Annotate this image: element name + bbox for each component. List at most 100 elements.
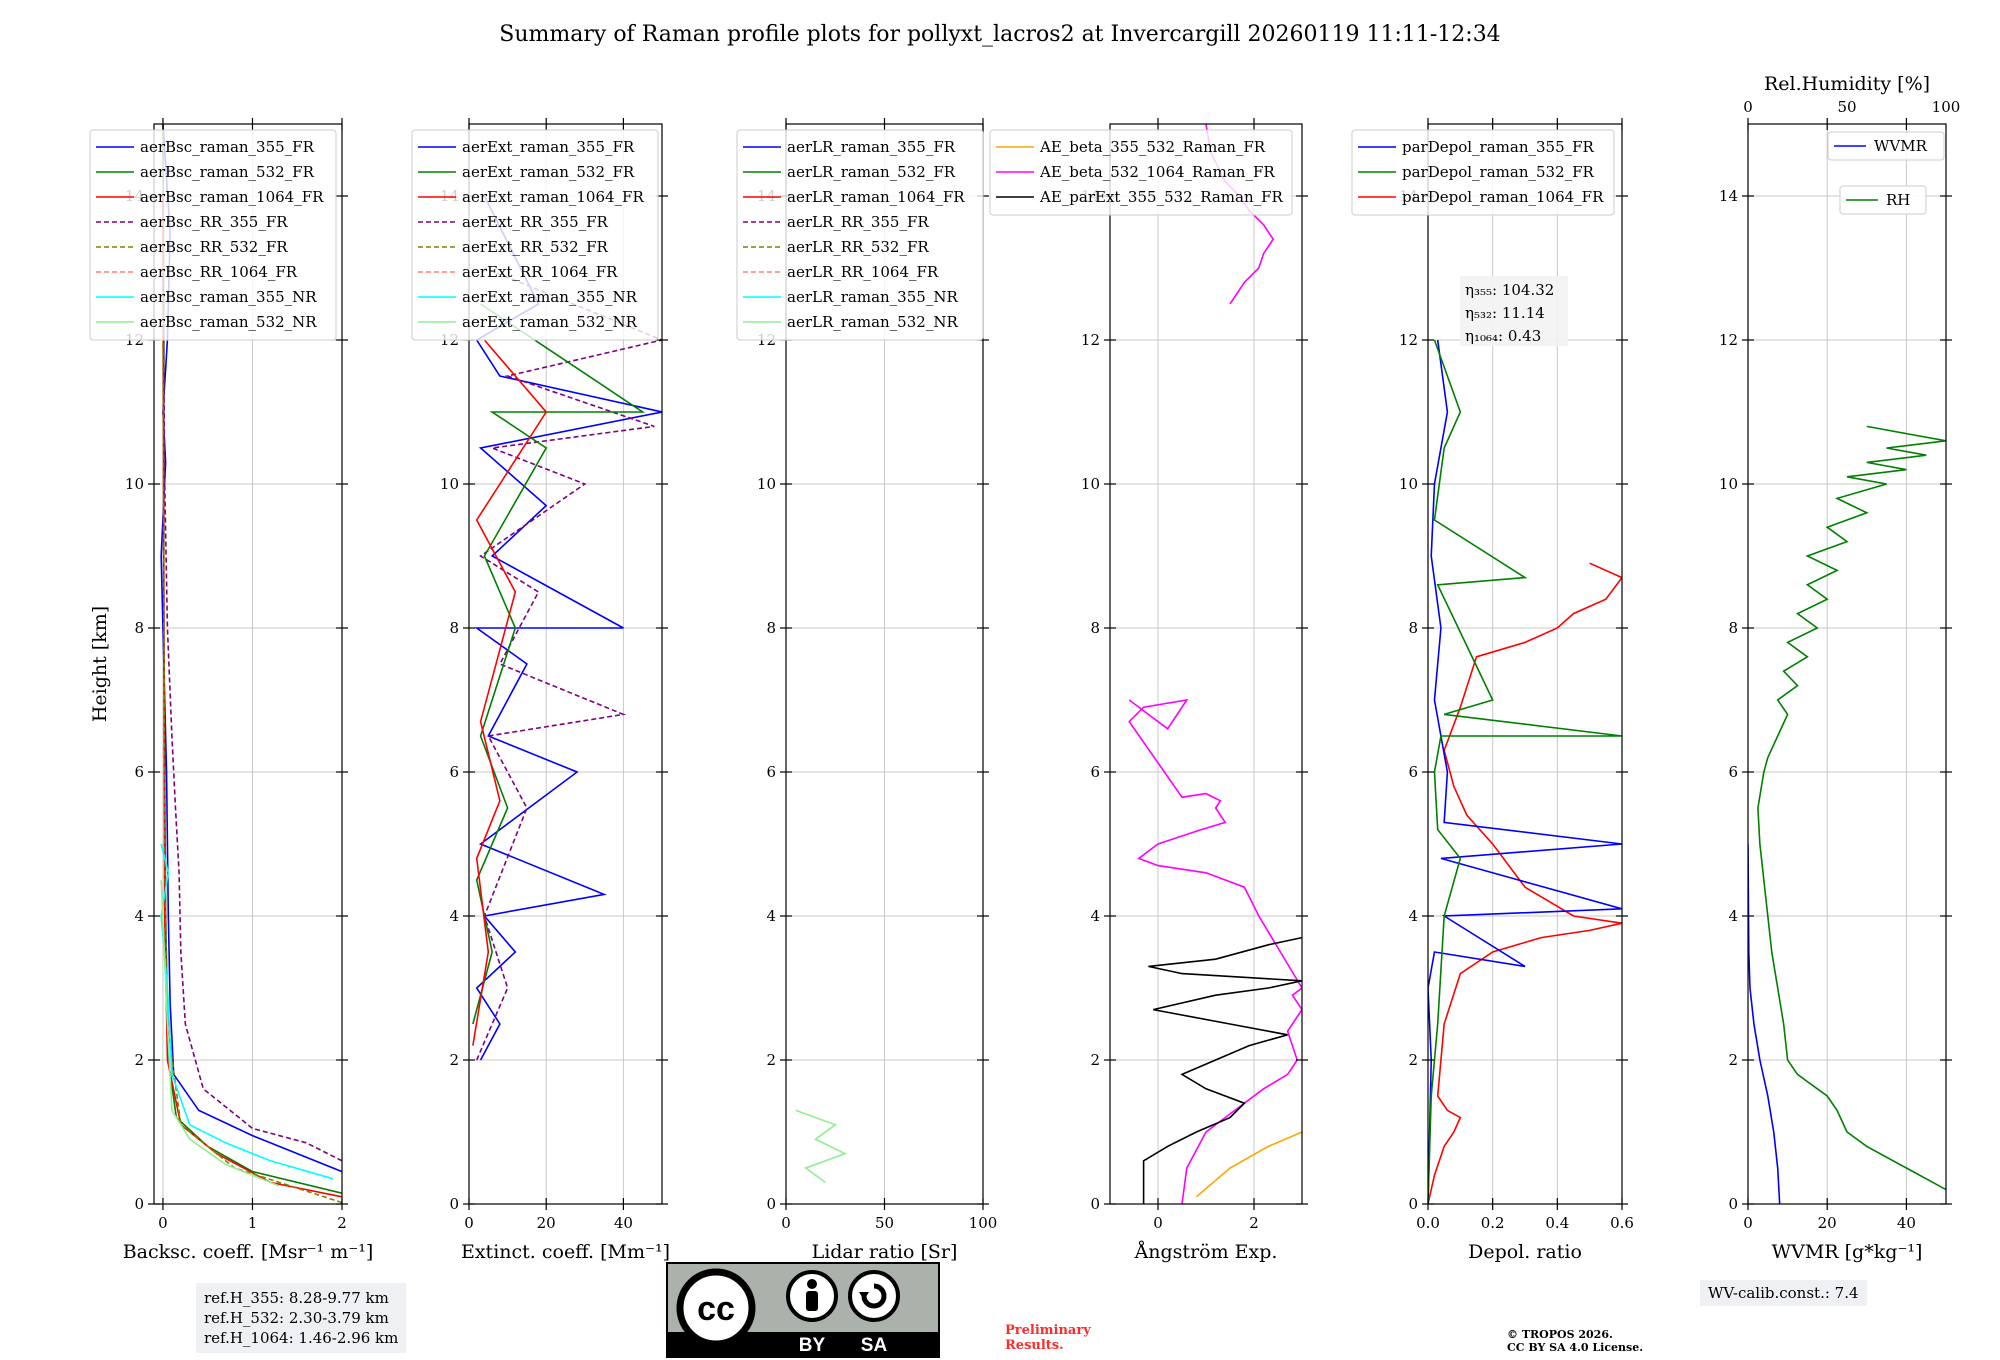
- axes-frame: [1427, 123, 1623, 1205]
- y-tick-label: 6: [1090, 763, 1100, 781]
- copyright-line-1: © TROPOS 2026.: [1507, 1328, 1613, 1341]
- axes-frame: [1109, 123, 1303, 1205]
- y-tick-label: 2: [766, 1051, 776, 1069]
- y-tick-label: 10: [1081, 475, 1100, 493]
- y-tick-label: 2: [1728, 1051, 1738, 1069]
- cc-icon: [676, 1268, 756, 1348]
- eta-annotation: η₅₃₂: 11.14: [1465, 304, 1545, 322]
- legend-label: parDepol_raman_355_FR: [1402, 138, 1595, 156]
- y-tick-label: 0: [449, 1195, 459, 1213]
- series-aerLR_raman_532_NR: [795, 1109, 848, 1184]
- cc-by-sa-badge: cc BY SA: [666, 1262, 940, 1358]
- series-group: [1128, 124, 1302, 1204]
- ref-height-355: ref.H_355: 8.28-9.77 km: [204, 1289, 389, 1307]
- x-tick-label: 100: [969, 1214, 998, 1232]
- top-x-axis-label: Rel.Humidity [%]: [1764, 73, 1930, 95]
- ref-height-532: ref.H_532: 2.30-3.79 km: [204, 1309, 389, 1327]
- y-tick-label: 6: [134, 763, 144, 781]
- series-group: [795, 1109, 848, 1184]
- x-axis-label: WVMR [g*kg⁻¹]: [1772, 1241, 1923, 1263]
- annotation-box: [1460, 276, 1568, 346]
- legend-label: AE_beta_355_532_Raman_FR: [1039, 138, 1266, 156]
- legend: aerLR_raman_355_FR aerLR_raman_532_FR aerL…: [736, 129, 984, 341]
- axes-frame: [153, 123, 343, 1205]
- legend-label: aerExt_RR_1064_FR: [462, 263, 618, 281]
- eta-annotation: η₁₀₆₄: 0.43: [1465, 327, 1541, 345]
- copyright-note: © TROPOS 2026. CC BY SA 4.0 License.: [1507, 1328, 1643, 1354]
- y-tick-label: 10: [1719, 475, 1738, 493]
- y-tick-label: 4: [1728, 907, 1738, 925]
- y-tick-label: 8: [1090, 619, 1100, 637]
- series-aerExt_RR_355_FR: [475, 267, 662, 1061]
- wv-calibration-box: WV-calib.const.: 7.4: [1700, 1280, 1867, 1306]
- y-tick-label: 10: [1399, 475, 1418, 493]
- legend-label: parDepol_raman_532_FR: [1402, 163, 1595, 181]
- legend-WVMR: WVMR: [1827, 131, 1945, 161]
- legend-label: parDepol_raman_1064_FR: [1402, 188, 1604, 206]
- x-tick-label: 1: [248, 1214, 258, 1232]
- legend-label: aerBsc_raman_532_NR: [140, 313, 317, 331]
- y-tick-label: 6: [1728, 763, 1738, 781]
- top-x-tick-label: 0: [1743, 98, 1753, 116]
- y-tick-label: 0: [766, 1195, 776, 1213]
- legend-label: aerBsc_raman_1064_FR: [140, 188, 324, 206]
- legend-box: [411, 129, 659, 341]
- x-tick-label: 2: [1249, 1214, 1259, 1232]
- legend-label: AE_beta_532_1064_Raman_FR: [1039, 163, 1275, 181]
- legend-label: aerLR_RR_1064_FR: [787, 263, 939, 281]
- legend: AE_beta_355_532_Raman_FR AE_beta_532_1064…: [989, 129, 1293, 216]
- y-tick-label: 12: [1081, 331, 1100, 349]
- y-axis-label: Height [km]: [89, 606, 111, 722]
- eta-annotations: η₃₅₅: 104.32 η₅₃₂: 11.14 η₁₀₆₄: 0.43: [1460, 276, 1568, 346]
- panel-ae: 0246810121402Ångström Exp.AE_beta_355_53…: [989, 118, 1308, 1263]
- legend-label: aerLR_raman_1064_FR: [787, 188, 965, 206]
- y-tick-label: 4: [134, 907, 144, 925]
- series-aerExt_raman_1064_FR: [472, 339, 548, 1046]
- x-axis-label: Ångström Exp.: [1134, 1241, 1278, 1263]
- y-tick-label: 10: [125, 475, 144, 493]
- legend-label: aerBsc_raman_532_FR: [140, 163, 315, 181]
- legend-label: aerLR_raman_532_NR: [787, 313, 958, 331]
- y-tick-label: 14: [1719, 187, 1738, 205]
- y-tick-label: 8: [134, 619, 144, 637]
- figure-title: Summary of Raman profile plots for polly…: [499, 22, 1501, 47]
- legend-label: aerExt_raman_355_FR: [462, 138, 635, 156]
- y-tick-label: 10: [440, 475, 459, 493]
- legend-label: WVMR: [1874, 137, 1928, 155]
- y-tick-label: 6: [449, 763, 459, 781]
- series-group: [160, 124, 342, 1204]
- legend-box: [1839, 185, 1927, 215]
- legend-label: aerExt_raman_532_NR: [462, 313, 638, 331]
- legend-label: AE_parExt_355_532_Raman_FR: [1039, 188, 1284, 206]
- x-tick-label: 2: [337, 1214, 347, 1232]
- series-aerBsc_RR_532_FR: [162, 339, 342, 1204]
- by-person-body: [806, 1291, 818, 1311]
- legend: aerExt_raman_355_FR aerExt_raman_532_FRae…: [411, 129, 659, 341]
- eta-annotation: η₃₅₅: 104.32: [1465, 281, 1554, 299]
- y-tick-label: 10: [757, 475, 776, 493]
- series-group: [472, 195, 662, 1061]
- y-tick-label: 2: [449, 1051, 459, 1069]
- x-tick-label: 0: [1743, 1214, 1753, 1232]
- legend-label: aerExt_raman_532_FR: [462, 163, 635, 181]
- sa-arrow-head: [859, 1292, 869, 1300]
- legend-label: aerExt_RR_532_FR: [462, 238, 609, 256]
- series-parDepol_raman_355_FR: [1428, 339, 1622, 1204]
- legend-label: aerLR_RR_355_FR: [787, 213, 929, 231]
- preliminary-line-2: Results.: [1005, 1338, 1064, 1353]
- axes-frame: [1747, 123, 1947, 1205]
- axes-frame: [468, 123, 663, 1205]
- panel-lr: 02468101214050100Lidar ratio [Sr]aerLR_r…: [736, 118, 998, 1263]
- legend-label: aerBsc_RR_1064_FR: [140, 263, 298, 281]
- legend-box: [1351, 129, 1615, 216]
- series-AE_beta_355_532_Raman_FR: [1195, 1131, 1302, 1198]
- legend-box: [1827, 131, 1945, 161]
- series-AE_parExt_355_532_Raman_FR: [1142, 936, 1302, 1204]
- y-tick-label: 8: [1408, 619, 1418, 637]
- y-tick-label: 6: [1408, 763, 1418, 781]
- y-tick-label: 0: [1728, 1195, 1738, 1213]
- legend-label: aerLR_raman_532_FR: [787, 163, 956, 181]
- y-tick-label: 2: [1408, 1051, 1418, 1069]
- legend-box: [736, 129, 984, 341]
- legend-label: RH: [1886, 191, 1910, 209]
